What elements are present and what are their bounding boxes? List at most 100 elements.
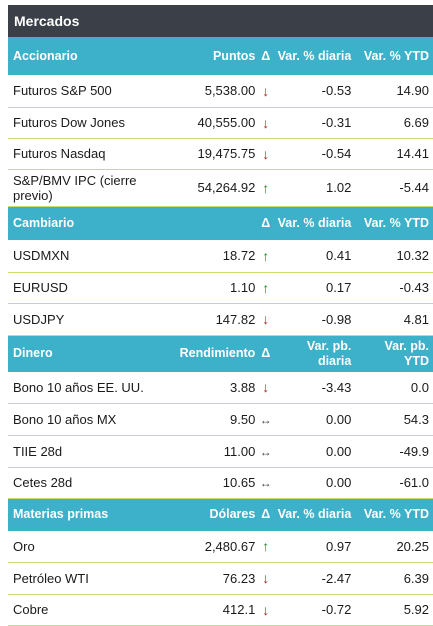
table-row: Petróleo WTI 76.23 ↓ -2.47 6.39: [8, 562, 433, 595]
trend-cell: ↓: [259, 562, 273, 595]
instrument-name: TIIE 28d: [8, 435, 165, 468]
column-header: Cambiario: [8, 206, 165, 240]
daily-change: 0.97: [272, 531, 356, 563]
section-header-dinero: Dinero Rendimiento Δ Var. pb. diaria Var. pb…: [8, 335, 433, 372]
section-header-cambiario: Cambiario Δ Var. % diaria Var. % YTD: [8, 206, 433, 240]
instrument-value: 2,480.67: [164, 531, 260, 563]
ytd-change: 10.32: [355, 240, 433, 273]
markets-panel: Mercados Accionario Puntos Δ Var. % diaria V…: [8, 0, 433, 626]
table-row: Cetes 28d 10.65 ↔ 0.00 -61.0: [8, 467, 433, 499]
trend-arrow-icon: ↔: [259, 412, 272, 427]
column-header: Materias primas: [8, 498, 165, 531]
column-header: Var. % YTD: [355, 498, 433, 531]
ytd-change: -49.9: [355, 435, 433, 468]
ytd-change: 54.3: [355, 403, 433, 436]
trend-cell: ↑: [259, 272, 273, 304]
table-row: Futuros Dow Jones 40,555.00 ↓ -0.31 6.69: [8, 107, 433, 139]
instrument-value: 11.00: [164, 435, 260, 468]
column-header: Δ: [259, 206, 273, 240]
trend-cell: ↔: [259, 403, 273, 436]
column-header: Dólares: [164, 498, 260, 531]
column-header: Var. % diaria: [272, 37, 356, 75]
column-header: Var. pb. YTD: [355, 335, 433, 372]
table-row: USDMXN 18.72 ↑ 0.41 10.32: [8, 240, 433, 273]
instrument-name: Petróleo WTI: [8, 562, 165, 595]
daily-change: -2.47: [272, 562, 356, 595]
ytd-change: 14.90: [355, 75, 433, 108]
column-header: Δ: [259, 498, 273, 531]
instrument-name: Cetes 28d: [8, 467, 165, 499]
table-row: Futuros Nasdaq 19,475.75 ↓ -0.54 14.41: [8, 138, 433, 170]
trend-cell: ↓: [259, 372, 273, 404]
trend-cell: ↔: [259, 467, 273, 499]
trend-arrow-icon: ↑: [262, 179, 270, 196]
table-row: Bono 10 años EE. UU. 3.88 ↓ -3.43 0.0: [8, 372, 433, 404]
instrument-name: USDJPY: [8, 303, 165, 336]
trend-arrow-icon: ↑: [262, 247, 270, 264]
daily-change: 0.00: [272, 403, 356, 436]
section-header-materias: Materias primas Dólares Δ Var. % diaria Var.…: [8, 498, 433, 531]
table-row: Bono 10 años MX 9.50 ↔ 0.00 54.3: [8, 403, 433, 436]
daily-change: 1.02: [272, 169, 356, 207]
column-header: Puntos: [164, 37, 260, 75]
ytd-change: -0.43: [355, 272, 433, 304]
trend-cell: ↓: [259, 107, 273, 139]
trend-arrow-icon: ↓: [262, 570, 270, 586]
instrument-name: Futuros Dow Jones: [8, 107, 165, 139]
trend-cell: ↓: [259, 303, 273, 336]
instrument-value: 76.23: [164, 562, 260, 595]
table-row: S&P/BMV IPC (cierre previo) 54,264.92 ↑ 1.0…: [8, 169, 433, 207]
ytd-change: 4.81: [355, 303, 433, 336]
instrument-name: Futuros Nasdaq: [8, 138, 165, 170]
markets-table: Accionario Puntos Δ Var. % diaria Var. % YTD…: [8, 37, 433, 626]
table-row: TIIE 28d 11.00 ↔ 0.00 -49.9: [8, 435, 433, 468]
instrument-value: 18.72: [164, 240, 260, 273]
instrument-name: S&P/BMV IPC (cierre previo): [8, 169, 165, 207]
column-header: Var. % YTD: [355, 206, 433, 240]
daily-change: -0.54: [272, 138, 356, 170]
trend-cell: ↓: [259, 138, 273, 170]
instrument-value: 412.1: [164, 594, 260, 626]
instrument-value: 147.82: [164, 303, 260, 336]
trend-cell: ↔: [259, 435, 273, 468]
trend-arrow-icon: ↔: [259, 444, 272, 459]
instrument-value: 3.88: [164, 372, 260, 404]
column-header: Δ: [259, 335, 273, 372]
column-header: Δ: [259, 37, 273, 75]
instrument-value: 40,555.00: [164, 107, 260, 139]
instrument-name: Bono 10 años EE. UU.: [8, 372, 165, 404]
column-header: Var. % YTD: [355, 37, 433, 75]
trend-arrow-icon: ↓: [262, 311, 270, 327]
ytd-change: 20.25: [355, 531, 433, 563]
section-header-accionario: Accionario Puntos Δ Var. % diaria Var. % YTD: [8, 37, 433, 75]
instrument-name: Futuros S&P 500: [8, 75, 165, 108]
daily-change: 0.00: [272, 435, 356, 468]
instrument-value: 1.10: [164, 272, 260, 304]
trend-arrow-icon: ↑: [262, 279, 270, 296]
ytd-change: -5.44: [355, 169, 433, 207]
instrument-value: 10.65: [164, 467, 260, 499]
daily-change: 0.17: [272, 272, 356, 304]
ytd-change: 6.69: [355, 107, 433, 139]
trend-arrow-icon: ↓: [262, 601, 270, 618]
trend-cell: ↓: [259, 75, 273, 108]
daily-change: -3.43: [272, 372, 356, 404]
table-row: Futuros S&P 500 5,538.00 ↓ -0.53 14.90: [8, 75, 433, 108]
ytd-change: 0.0: [355, 372, 433, 404]
daily-change: -0.72: [272, 594, 356, 626]
table-row: USDJPY 147.82 ↓ -0.98 4.81: [8, 303, 433, 336]
column-header: Var. % diaria: [272, 206, 356, 240]
trend-cell: ↑: [259, 531, 273, 563]
table-row: EURUSD 1.10 ↑ 0.17 -0.43: [8, 272, 433, 304]
column-header: Var. pb. diaria: [272, 335, 356, 372]
trend-cell: ↑: [259, 169, 273, 207]
trend-arrow-icon: ↓: [262, 145, 270, 162]
column-header: [164, 206, 260, 240]
instrument-name: EURUSD: [8, 272, 165, 304]
column-header: Rendimiento: [164, 335, 260, 372]
trend-cell: ↓: [259, 594, 273, 626]
column-header: Accionario: [8, 37, 165, 75]
panel-title: Mercados: [8, 5, 433, 37]
table-row: Oro 2,480.67 ↑ 0.97 20.25: [8, 531, 433, 563]
ytd-change: -61.0: [355, 467, 433, 499]
